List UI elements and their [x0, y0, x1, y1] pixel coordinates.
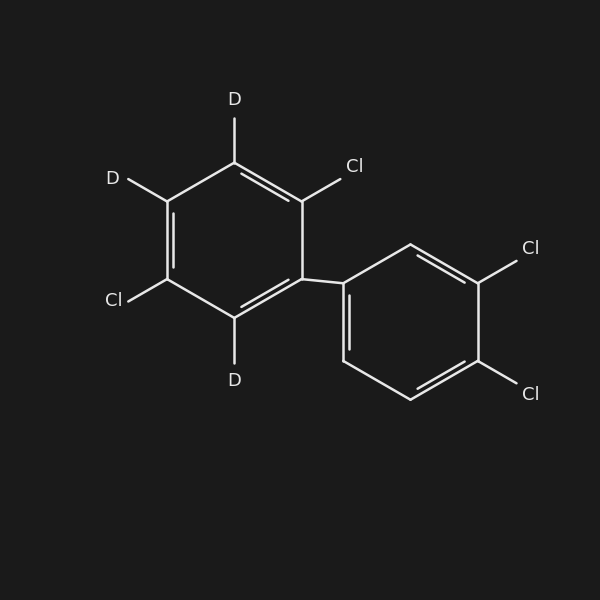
Text: Cl: Cl	[104, 292, 122, 310]
Text: D: D	[227, 91, 241, 109]
Text: Cl: Cl	[523, 386, 540, 404]
Text: Cl: Cl	[346, 158, 364, 176]
Text: D: D	[227, 371, 241, 389]
Text: Cl: Cl	[523, 240, 540, 258]
Text: D: D	[106, 170, 119, 188]
